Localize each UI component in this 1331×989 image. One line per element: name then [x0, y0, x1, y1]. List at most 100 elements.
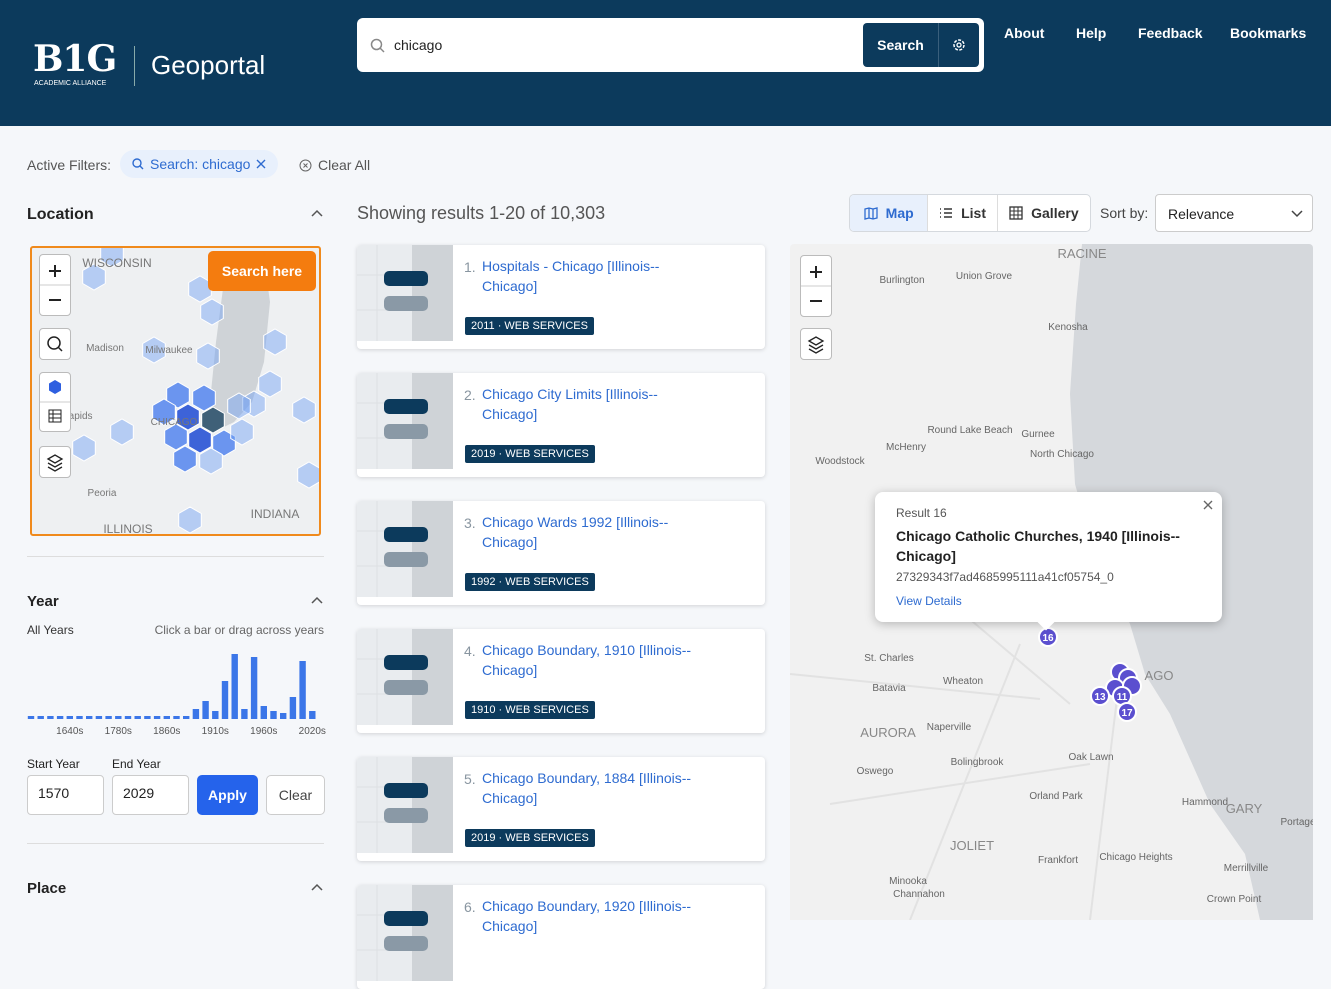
histogram-bar[interactable] [66, 716, 73, 719]
popup-heading: Result 16 [896, 506, 947, 520]
histogram-bar[interactable] [124, 716, 132, 719]
location-map[interactable]: WISCONSIN Madison Milwaukee Rapids CHICAGO Pe… [30, 246, 321, 536]
histogram-bar[interactable] [280, 713, 287, 719]
zoom-control[interactable] [39, 254, 71, 316]
clear-button[interactable]: Clear [266, 775, 325, 815]
histogram-bar[interactable] [221, 681, 229, 719]
histogram-bar[interactable] [76, 716, 83, 719]
view-list[interactable]: List [927, 195, 996, 231]
collapse-icon[interactable] [311, 882, 323, 894]
settings-button[interactable] [938, 23, 979, 67]
clear-all[interactable]: Clear All [299, 157, 370, 173]
nav-link[interactable]: Feedback [1138, 25, 1203, 41]
result-title[interactable]: Chicago Boundary, 1910 [Illinois--Chicag… [482, 642, 692, 678]
nav-link[interactable]: Help [1076, 25, 1107, 41]
histogram-bar[interactable] [56, 716, 64, 719]
popup-close[interactable] [1203, 500, 1213, 510]
start-year-input[interactable]: 1570 [27, 775, 104, 815]
histogram-bar[interactable] [260, 706, 267, 719]
result-title[interactable]: Hospitals - Chicago [Illinois--Chicago] [482, 258, 660, 294]
histogram-bar[interactable] [241, 709, 248, 719]
icon-pill [384, 783, 428, 798]
histogram-bar[interactable] [183, 716, 190, 719]
histogram-bar[interactable] [212, 711, 219, 719]
map-label: Burlington [879, 275, 924, 286]
result-title[interactable]: Chicago Wards 1992 [Illinois--Chicago] [482, 514, 669, 550]
map-marker[interactable] [1117, 702, 1137, 722]
hex-cell [258, 370, 282, 398]
histogram-bar[interactable] [270, 711, 277, 719]
result-card[interactable]: 4. Chicago Boundary, 1910 [Illinois--Chic… [357, 629, 765, 733]
hex-cell [72, 434, 96, 462]
view-gallery[interactable]: Gallery [996, 195, 1090, 231]
view-map[interactable]: Map [850, 195, 928, 231]
histogram-bar[interactable] [95, 716, 103, 719]
histogram-bar[interactable] [289, 697, 297, 719]
popup: Result 16 Chicago Catholic Churches, 194… [875, 492, 1222, 631]
histogram-bar[interactable] [37, 716, 44, 719]
icon-pill [384, 680, 428, 695]
result-card[interactable]: 6. Chicago Boundary, 1920 [Illinois--Chic… [357, 885, 765, 989]
result-title[interactable]: Chicago Boundary, 1884 [Illinois--Chicag… [482, 770, 692, 806]
histogram-bar[interactable] [250, 657, 258, 719]
sort-select[interactable]: Relevance [1155, 194, 1313, 232]
result-card[interactable]: 5. Chicago Boundary, 1884 [Illinois--Chic… [357, 757, 765, 861]
histogram-bar[interactable] [115, 716, 122, 719]
year-histogram[interactable]: 1640s 1780s 1860s 1910s 1960s 2020s [0, 640, 330, 740]
histogram-bar[interactable] [173, 716, 180, 719]
thumbnail [357, 757, 453, 853]
header: B1G ACADEMIC ALLIANCE Geoportal chicago … [0, 0, 1331, 126]
map-label: Merrillville [1224, 863, 1269, 874]
histogram-bar[interactable] [144, 716, 151, 719]
histogram-bar[interactable] [299, 661, 306, 719]
apply-button[interactable]: Apply [197, 775, 258, 815]
nav-link[interactable]: Bookmarks [1230, 25, 1307, 41]
site-title[interactable]: Geoportal [151, 50, 266, 80]
search-here-button[interactable]: Search here [208, 251, 316, 291]
nav-link[interactable]: About [1004, 25, 1045, 41]
filter-chip[interactable]: Search: chicago [120, 150, 279, 178]
zoom-control[interactable] [800, 255, 832, 317]
collapse-icon[interactable] [311, 208, 323, 220]
map-label: INDIANA [251, 507, 300, 521]
popup-id: 27329343f7ad4685995111a41cf05754_0 [896, 570, 1114, 584]
map-label: St. Charles [864, 653, 913, 664]
result-title[interactable]: Chicago Boundary, 1920 [Illinois--Chicag… [482, 898, 692, 934]
result-card[interactable]: 1. Hospitals - Chicago [Illinois--Chicago… [357, 245, 765, 349]
layers-tool[interactable] [800, 328, 832, 360]
popup-link[interactable]: View Details [896, 594, 962, 608]
search-input[interactable]: chicago [394, 37, 443, 53]
histogram-bar[interactable] [309, 711, 316, 719]
histogram-bar[interactable] [134, 716, 141, 719]
hex-cell [100, 248, 124, 268]
layer-type-tool[interactable] [39, 372, 71, 432]
result-card[interactable]: 3. Chicago Wards 1992 [Illinois--Chicago]… [357, 501, 765, 605]
hex-cell [173, 445, 197, 473]
histogram-bar[interactable] [202, 701, 209, 719]
separator [27, 556, 324, 557]
search-button[interactable]: Search [863, 23, 938, 67]
view-label: List [961, 205, 986, 221]
map-marker[interactable] [1090, 686, 1110, 706]
histogram-bar[interactable] [192, 709, 200, 719]
collapse-icon[interactable] [311, 595, 323, 607]
marker-label: 13 [1094, 692, 1106, 703]
marker-label: 11 [1117, 692, 1128, 703]
section-title: Year [27, 593, 59, 610]
histogram-bar[interactable] [47, 716, 54, 719]
histogram-bar[interactable] [231, 654, 238, 719]
hex-cell [192, 384, 216, 412]
end-year-input[interactable]: 2029 [112, 775, 189, 815]
results-map[interactable]: RACINE Burlington Union Grove Kenosha Round … [790, 244, 1313, 920]
histogram-bar[interactable] [163, 716, 170, 719]
layers-tool[interactable] [39, 446, 71, 478]
histogram-bar[interactable] [27, 716, 35, 719]
search-area-tool[interactable] [39, 328, 71, 360]
result-card[interactable]: 2. Chicago City Limits [Illinois--Chicago… [357, 373, 765, 477]
chip-text: Search: chicago [150, 156, 251, 172]
histogram-bar[interactable] [153, 716, 161, 719]
logo[interactable]: B1G [33, 38, 117, 80]
histogram-bar[interactable] [105, 716, 112, 719]
result-title[interactable]: Chicago City Limits [Illinois--Chicago] [482, 386, 658, 422]
histogram-bar[interactable] [86, 716, 93, 719]
